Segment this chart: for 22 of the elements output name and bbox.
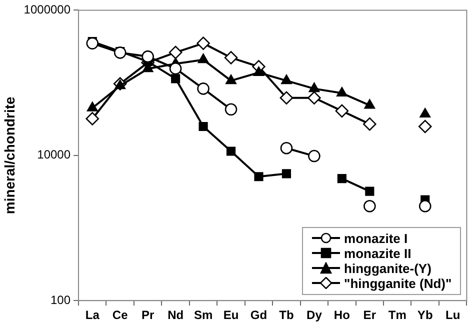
legend-label: hingganite-(Y) — [344, 260, 432, 276]
x-tick-label: Gd — [250, 308, 268, 322]
x-tick-label: Tb — [279, 308, 294, 322]
x-tick-label: Er — [363, 308, 376, 322]
x-tick-label: Nd — [168, 308, 184, 322]
y-axis-title: mineral/chondrite — [1, 96, 18, 214]
x-tick-label: Ho — [334, 308, 350, 322]
x-tick-label: Pr — [141, 308, 154, 322]
x-tick-label: Eu — [223, 308, 239, 322]
x-tick-label: Dy — [306, 308, 322, 322]
x-tick-label: La — [85, 308, 100, 322]
legend-label: "hingganite (Nd)" — [344, 276, 452, 291]
x-tick-label: Lu — [446, 308, 460, 322]
x-tick-label: Tm — [388, 308, 406, 322]
y-tick-label: 10000 — [37, 148, 71, 162]
x-tick-label: Yb — [417, 308, 433, 322]
y-tick-label: 100 — [50, 292, 71, 307]
legend-label: monazite I — [344, 230, 408, 246]
x-tick-label: Sm — [194, 308, 213, 322]
legend-label: monazite II — [344, 246, 412, 261]
y-tick-label: 1000000 — [24, 2, 71, 17]
x-tick-label: Ce — [112, 308, 128, 322]
